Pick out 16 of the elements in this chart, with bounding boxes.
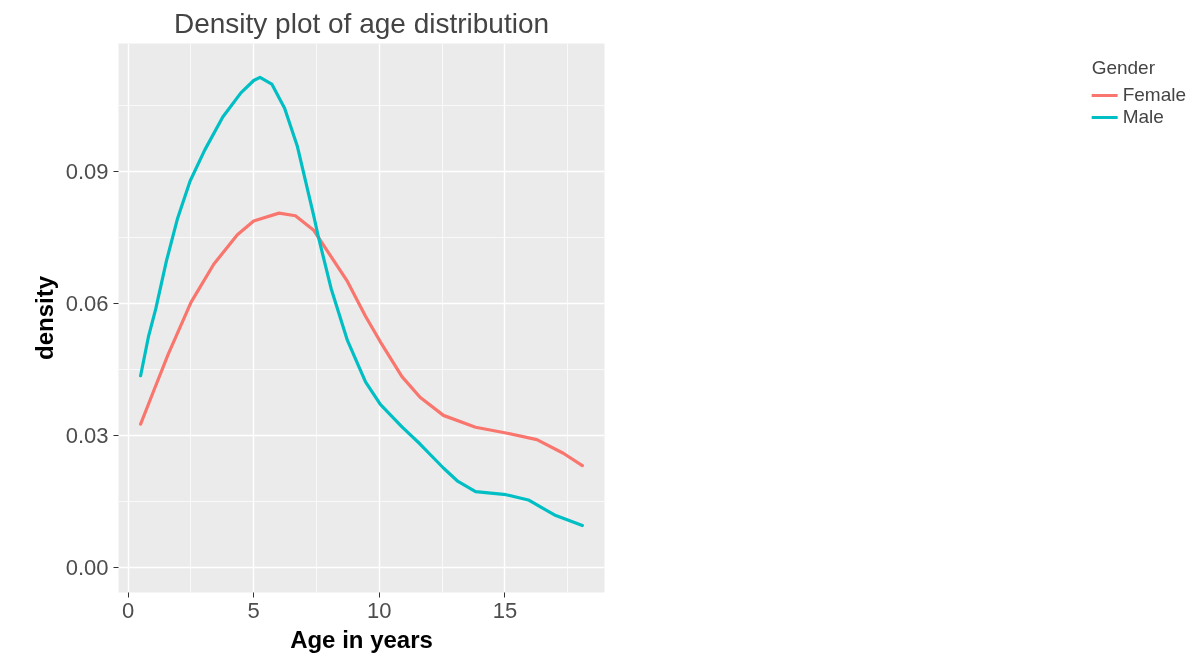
y-tick-label: 0.00: [65, 555, 109, 581]
line-series: [139, 75, 584, 528]
y-tick-label: 0.06: [65, 290, 109, 316]
x-tick-label: 15: [492, 597, 518, 623]
x-tick-label: 5: [247, 597, 260, 623]
chart-title: Density plot of age distribution: [173, 7, 550, 39]
legend-label: Male: [1122, 106, 1164, 128]
x-tick-label: 0: [121, 597, 135, 623]
line-series: [139, 211, 584, 468]
x-axis-title: Age in years: [290, 625, 433, 653]
y-axis-title: density: [30, 275, 58, 361]
y-tick-label: 0.03: [65, 423, 109, 449]
legend-label: Female: [1122, 84, 1186, 106]
y-tick-label: 0.09: [65, 158, 109, 184]
legend-title: Gender: [1091, 57, 1156, 79]
x-tick-label: 10: [367, 597, 392, 623]
